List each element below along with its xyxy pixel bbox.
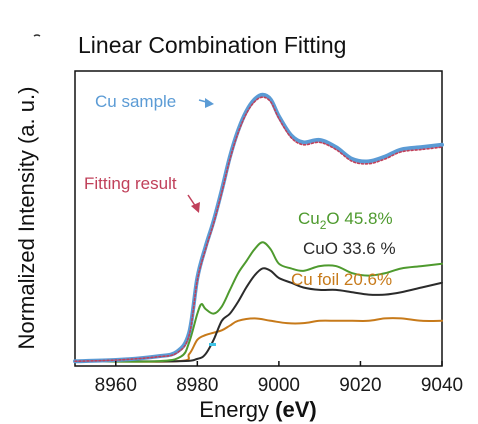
cu2o-label-prefix: Cu (298, 209, 320, 228)
plot-frame (74, 70, 443, 367)
x-tick-label: 9020 (339, 375, 381, 396)
cuo-label: CuO 33.6 % (303, 239, 396, 258)
x-axis-label: Energy (eV) (199, 397, 316, 422)
series-line-cu-foil (74, 317, 443, 363)
x-tick-label: 8960 (95, 375, 137, 396)
x-axis-label-unit: (eV) (275, 397, 317, 422)
cu2o-label-subscript: 2 (320, 218, 327, 232)
cu-foil-label: Cu foil 20.6% (291, 270, 392, 289)
x-axis-ticks: 8960 8980 9000 9020 9040 (95, 361, 463, 396)
cu-sample-label: Cu sample (95, 92, 176, 111)
cu2o-label: Cu2O 45.8% (298, 209, 393, 232)
fitting-result-arrowhead (191, 202, 200, 213)
series-line-cu-sample (73, 92, 444, 364)
x-axis-label-text: Energy (199, 397, 269, 422)
cu2o-label-suffix: O 45.8% (326, 209, 392, 228)
series-line-cuo (74, 267, 443, 363)
fitting-result-label: Fitting result (84, 174, 177, 193)
corner-mark (33, 34, 41, 37)
series-line-fitting-result (74, 96, 443, 363)
x-tick-label: 9000 (258, 375, 300, 396)
x-tick-label: 8980 (176, 375, 218, 396)
chart-title: Linear Combination Fitting (78, 32, 346, 58)
cu-sample-arrowhead (205, 98, 214, 108)
series-layer (73, 92, 444, 364)
x-tick-label: 9040 (421, 375, 463, 396)
y-axis-label: Normalized Intensity (a. u.) (14, 87, 39, 350)
cyan-marker (209, 343, 216, 346)
series-line-cu2o (74, 241, 443, 363)
